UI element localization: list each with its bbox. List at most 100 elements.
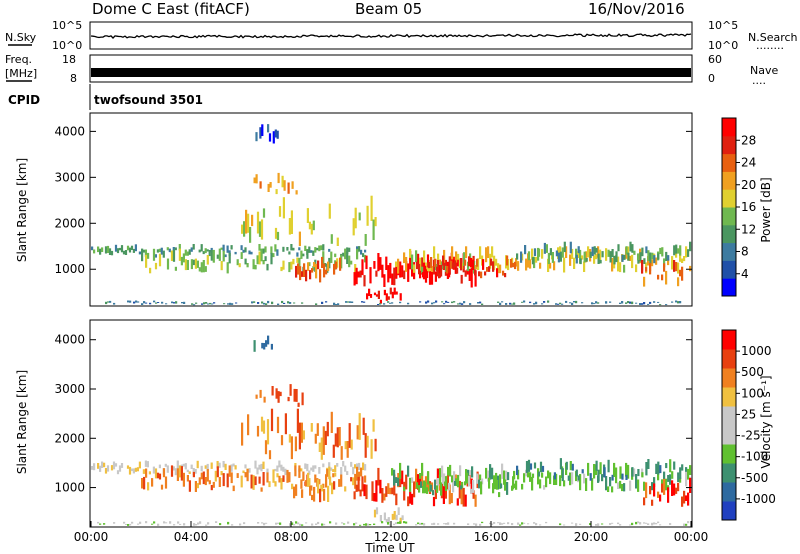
velocity-colorbar-swatch — [722, 501, 736, 521]
power-cell — [579, 249, 582, 264]
power-cell — [240, 252, 243, 259]
velocity-cell — [279, 391, 282, 397]
velocity-cell — [587, 462, 590, 476]
velocity-cell — [448, 484, 451, 505]
velocity-cell — [142, 469, 145, 474]
velocity-cell — [375, 480, 378, 502]
power-cell — [531, 257, 535, 265]
power-cell — [413, 264, 416, 273]
power-cell — [348, 255, 351, 268]
velocity-cell — [116, 470, 120, 475]
velocity-cell — [242, 470, 245, 474]
velocity-cell — [397, 521, 400, 524]
velocity-cell — [431, 523, 434, 525]
power-cell — [451, 246, 454, 260]
velocity-cell — [170, 465, 174, 477]
power-cell — [282, 246, 285, 252]
power-cell — [258, 221, 262, 237]
power-cell — [419, 301, 422, 303]
velocity-cell — [399, 521, 402, 524]
power-cell — [358, 246, 361, 252]
velocity-cell — [569, 472, 572, 486]
velocity-cell — [99, 465, 102, 472]
power-cell — [242, 249, 245, 253]
power-cell — [457, 253, 460, 260]
power-cell — [523, 300, 526, 303]
velocity-cell — [354, 473, 357, 489]
velocity-cell — [207, 522, 210, 525]
power-cell — [521, 301, 524, 303]
power-cell — [637, 260, 640, 264]
power-cell — [391, 291, 394, 299]
power-cell — [204, 248, 207, 254]
power-cell — [460, 258, 463, 271]
velocity-data — [91, 335, 692, 526]
power-cell — [366, 205, 369, 226]
velocity-cell — [299, 523, 302, 526]
velocity-cell — [278, 475, 281, 483]
power-cell — [264, 256, 267, 262]
velocity-cell — [387, 483, 390, 494]
velocity-cell — [218, 462, 221, 468]
velocity-cell — [232, 463, 235, 467]
power-cell — [629, 255, 632, 261]
velocity-cell — [202, 471, 205, 485]
power-colorbar-swatch — [722, 242, 736, 261]
power-cell — [657, 253, 660, 260]
power-cell — [372, 219, 375, 240]
power-cell — [559, 251, 562, 262]
velocity-cell — [174, 468, 177, 476]
cpid-program: twofsound 3501 — [94, 93, 203, 107]
velocity-cell — [247, 414, 250, 436]
velocity-cell — [333, 481, 336, 490]
power-cell — [118, 247, 122, 251]
velocity-cell — [266, 468, 269, 474]
power-cell — [609, 301, 612, 303]
power-cell — [281, 300, 284, 304]
velocity-cell — [663, 478, 666, 495]
power-ytick-label: 2000 — [54, 216, 85, 230]
velocity-cell — [358, 471, 361, 481]
power-cell — [637, 253, 640, 261]
velocity-cell — [629, 480, 632, 491]
velocity-cell — [110, 465, 114, 471]
velocity-cell — [195, 524, 198, 526]
velocity-ytick-label: 3000 — [54, 382, 85, 396]
power-cell — [599, 259, 602, 264]
velocity-cell — [681, 464, 684, 471]
velocity-cell — [403, 521, 406, 524]
velocity-cell — [571, 472, 574, 485]
power-cell — [482, 259, 485, 270]
power-cell — [365, 255, 368, 270]
power-cell — [133, 301, 136, 304]
power-cell — [122, 250, 126, 255]
velocity-cell — [479, 523, 482, 526]
power-cell — [282, 260, 285, 270]
power-cell — [346, 251, 349, 264]
velocity-cell — [559, 475, 562, 487]
velocity-cell — [629, 524, 632, 526]
velocity-cell — [197, 522, 200, 525]
velocity-cell — [464, 481, 467, 486]
velocity-cell — [192, 471, 195, 478]
velocity-cell — [359, 489, 362, 497]
power-cell — [258, 251, 261, 265]
velocity-cell — [226, 473, 229, 488]
power-cell — [409, 250, 412, 270]
power-cell — [255, 174, 258, 184]
velocity-cell — [609, 523, 612, 525]
power-cell — [661, 247, 664, 257]
velocity-cell — [367, 523, 370, 526]
velocity-cell — [173, 524, 176, 526]
power-cell — [496, 268, 499, 278]
power-cell — [223, 303, 226, 305]
power-cell — [575, 248, 578, 259]
velocity-cell — [559, 458, 562, 470]
power-cell — [409, 248, 412, 258]
power-cell — [565, 246, 568, 258]
power-cell — [679, 245, 682, 256]
power-cell — [238, 263, 241, 268]
power-cell — [486, 267, 489, 272]
velocity-cell — [214, 470, 217, 482]
velocity-cell — [419, 475, 422, 486]
